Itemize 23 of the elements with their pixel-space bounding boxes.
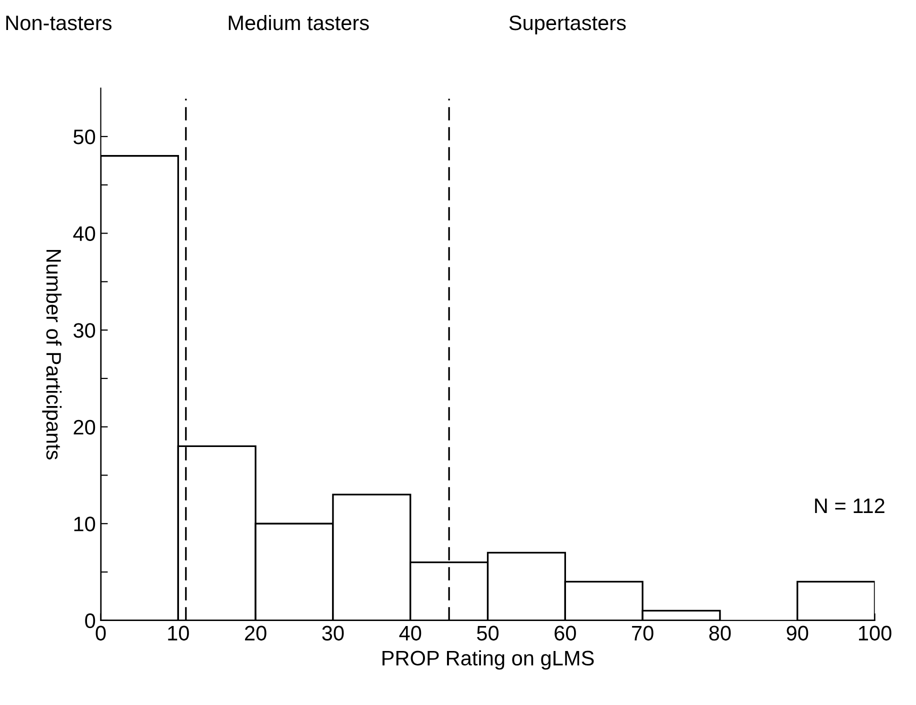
x-tick-label: 80: [709, 626, 731, 641]
text: Non-tasters: [6, 16, 112, 30]
x-tick-label: 50: [477, 626, 499, 641]
annotation: N = 112: [815, 498, 884, 513]
y-tick-label: 40: [73, 226, 96, 242]
x-tick-label: 60: [554, 626, 576, 641]
y-tick-label: 0: [85, 613, 96, 628]
x-tick-label: 90: [786, 626, 808, 641]
text: Supertasters: [509, 16, 626, 34]
x-tick-label: 20: [245, 626, 266, 641]
x-tick-label: 70: [632, 626, 654, 641]
x-axis-title: PROP Rating on gLMS: [382, 650, 594, 670]
x-tick-label: 10: [168, 626, 189, 641]
y-tick-label: 20: [74, 420, 96, 435]
x-tick-label: 30: [322, 626, 344, 641]
y-axis-title: Number of Participants: [42, 250, 62, 460]
x-tick-label: 0: [96, 626, 106, 641]
y-tick-label: 10: [74, 516, 96, 532]
y-tick-label: 30: [74, 323, 96, 338]
y-tick-label: 50: [74, 130, 96, 144]
x-tick-label: 40: [399, 626, 422, 641]
x-tick-label: 100: [858, 626, 892, 641]
text: Medium tasters: [228, 14, 369, 30]
